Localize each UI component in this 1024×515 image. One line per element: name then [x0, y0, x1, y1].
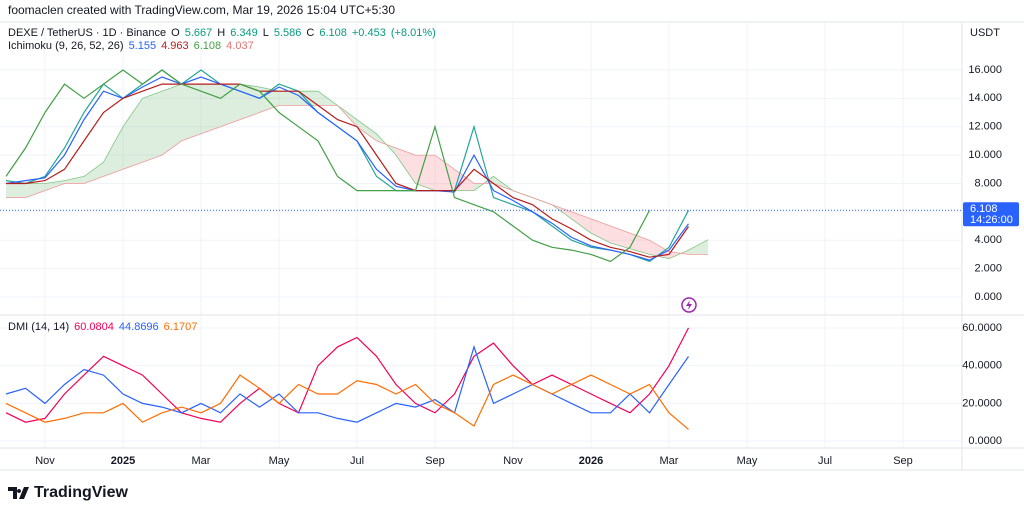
cloud-segment — [6, 183, 26, 198]
cloud-segment — [181, 84, 201, 141]
ohlc-label: O — [171, 27, 180, 39]
ohlc-label: C — [306, 27, 314, 39]
y-tick-label: 14.000 — [968, 92, 1002, 104]
indicator-value: 6.1707 — [164, 321, 198, 333]
y-tick-label: 10.000 — [968, 149, 1002, 161]
x-tick-label: Jul — [350, 455, 364, 467]
x-tick-label: Mar — [192, 455, 211, 467]
x-tick-label: Sep — [893, 455, 913, 467]
series-line — [5, 76, 689, 261]
x-tick-label: May — [737, 455, 758, 467]
indicator-name: DMI (14, 14) — [8, 321, 69, 333]
cloud-segment — [162, 84, 182, 156]
change-percent: (+8.01%) — [391, 27, 436, 39]
y-tick-label: 12.000 — [968, 121, 1002, 133]
change: +0.453 — [352, 27, 386, 39]
ohlc-label: L — [263, 27, 269, 39]
price-tag-value: 6.108 — [970, 203, 998, 215]
ohlc-value: 6.108 — [319, 27, 347, 39]
cloud-segment — [357, 119, 377, 141]
indicator-name: Ichimoku (9, 26, 52, 26) — [8, 40, 124, 52]
x-tick-label: Jul — [818, 455, 832, 467]
y-tick-label: 2.000 — [974, 262, 1002, 274]
ohlc-value: 6.349 — [230, 27, 258, 39]
series-line — [6, 83, 689, 258]
price-tag — [963, 202, 1019, 227]
x-tick-label: Sep — [425, 455, 445, 467]
cloud-segment — [25, 183, 45, 198]
y-tick-label: 0.000 — [974, 291, 1002, 303]
x-tick-label: Mar — [660, 455, 679, 467]
ohlc-value: 5.586 — [274, 27, 302, 39]
series-line — [5, 374, 689, 430]
indicator-value: 4.037 — [226, 40, 254, 52]
credit: foomaclen created with TradingView.com, … — [8, 3, 395, 17]
y-tick-label: 40.0000 — [962, 360, 1002, 372]
cloud-segment — [591, 218, 611, 244]
series-line — [5, 344, 689, 423]
cloud-segment — [396, 147, 416, 184]
cloud-segment — [259, 86, 279, 113]
ohlc-label: H — [217, 27, 225, 39]
brand: TradingView — [34, 484, 129, 501]
cloud-segment — [688, 239, 708, 255]
symbol: DEXE / TetherUS · 1D · Binance — [8, 27, 166, 39]
y-tick-label: 20.0000 — [962, 397, 1002, 409]
alert-icon — [681, 297, 697, 313]
series-line — [5, 69, 651, 263]
logo — [8, 487, 29, 499]
y-tick-label: 0.0000 — [968, 435, 1002, 447]
x-tick-label: 2025 — [111, 455, 135, 467]
cloud-segment — [64, 176, 84, 184]
indicator-value: 6.108 — [194, 40, 222, 52]
currency: USDT — [970, 27, 1000, 39]
cloud-segment — [415, 155, 435, 191]
indicator-value: 60.0804 — [74, 321, 114, 333]
x-tick-label: Nov — [35, 455, 55, 467]
ohlc-value: 5.667 — [185, 27, 213, 39]
cloud-segment — [123, 98, 143, 170]
x-tick-label: Nov — [503, 455, 523, 467]
series-line — [5, 327, 690, 423]
cloud-segment — [649, 240, 669, 259]
indicator-value: 44.8696 — [119, 321, 159, 333]
cloud-span — [6, 83, 709, 260]
y-tick-label: 4.000 — [974, 234, 1002, 246]
indicator-value: 4.963 — [161, 40, 189, 52]
y-tick-label: 60.0000 — [962, 322, 1002, 334]
cloud-segment — [103, 126, 123, 177]
countdown: 14:26:00 — [970, 214, 1013, 226]
cloud-segment — [201, 84, 221, 134]
x-tick-label: May — [269, 455, 290, 467]
cloud-segment — [279, 91, 299, 106]
y-tick-label: 16.000 — [968, 64, 1002, 76]
cloud-segment — [142, 91, 162, 163]
indicator-value: 5.155 — [129, 40, 157, 52]
x-tick-label: 2026 — [579, 455, 603, 467]
y-tick-label: 8.000 — [974, 177, 1002, 189]
